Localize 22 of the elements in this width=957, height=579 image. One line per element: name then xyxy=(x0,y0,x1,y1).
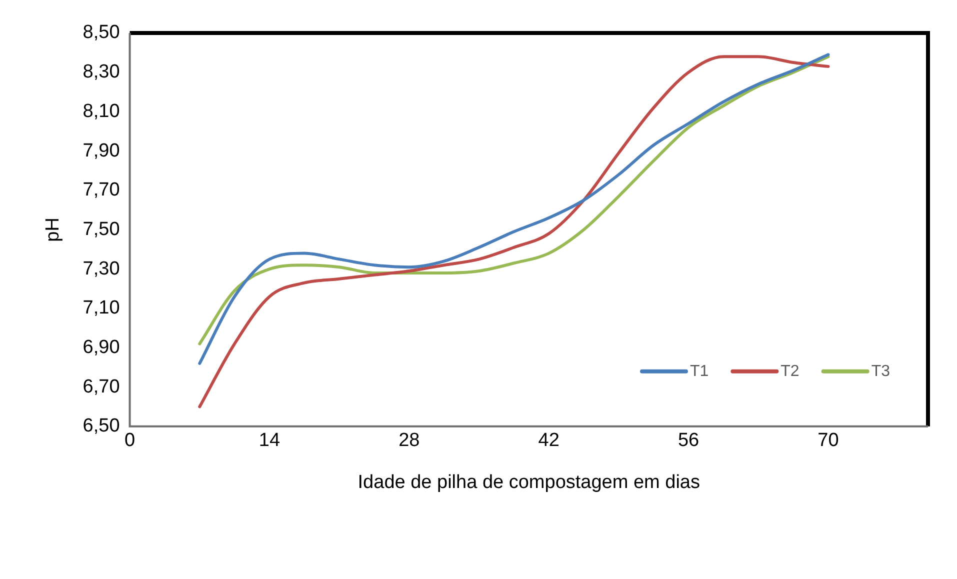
y-tick-label: 7,30 xyxy=(82,258,120,280)
y-tick-label: 7,70 xyxy=(82,180,120,201)
x-tick-label: 56 xyxy=(678,430,700,452)
y-tick-label: 8,30 xyxy=(82,62,120,83)
y-tick-label: 6,90 xyxy=(82,336,120,358)
x-tick-label: 0 xyxy=(124,430,136,452)
x-tick-label: 70 xyxy=(818,430,839,452)
legend-label: T3 xyxy=(871,362,890,380)
y-tick-label: 7,90 xyxy=(82,140,120,162)
y-tick-label: 6,70 xyxy=(82,376,120,398)
y-tick-label: 7,10 xyxy=(82,298,120,319)
y-axis-title: pH xyxy=(42,218,64,242)
y-tick-label: 6,50 xyxy=(82,416,120,437)
y-tick-label: 8,10 xyxy=(82,100,120,122)
y-tick-label: 8,50 xyxy=(82,22,120,44)
x-tick-label: 42 xyxy=(538,430,560,452)
legend-label: T2 xyxy=(780,362,800,380)
x-tick-label: 14 xyxy=(258,430,280,452)
y-tick-label: 7,50 xyxy=(82,218,120,240)
x-axis-title: Idade de pilha de compostagem em dias xyxy=(358,472,700,493)
legend-label: T1 xyxy=(690,362,709,380)
x-tick-label: 28 xyxy=(398,430,420,452)
